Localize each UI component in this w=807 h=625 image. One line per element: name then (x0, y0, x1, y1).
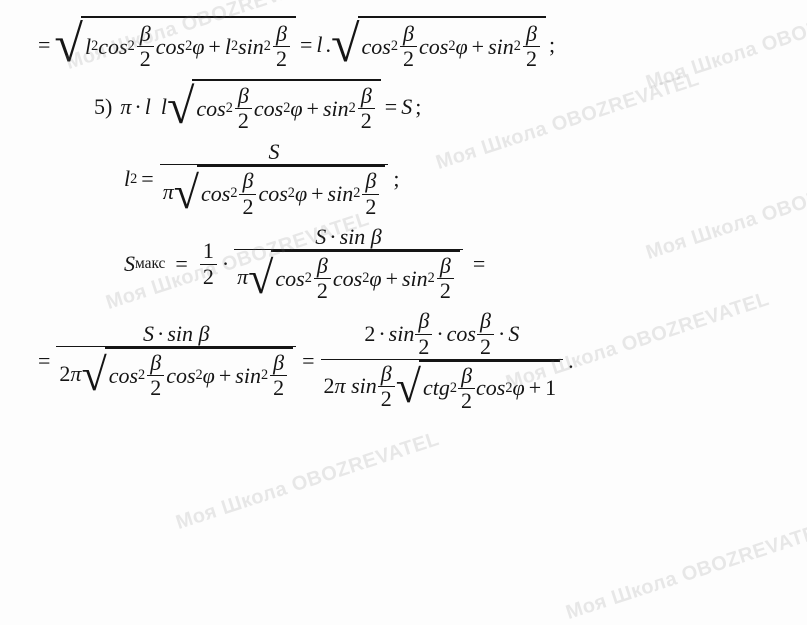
cos: cos (98, 35, 127, 59)
math-page: Моя Школа OBOZREVATEL Моя Школа OBOZREVA… (0, 0, 807, 587)
S: S (401, 95, 412, 119)
equation-line-5: = S · sin β 2π √ cos2 β2 cos2 φ + (34, 309, 787, 413)
watermark: Моя Школа OBOZREVATEL (563, 518, 807, 625)
sqrt: √ l2 cos2 β2 cos2 φ + l2 sin2 β2 (54, 16, 296, 73)
frac-beta2: β2 (137, 22, 154, 71)
watermark: Моя Школа OBOZREVATEL (173, 428, 442, 535)
item-label-5: 5) (94, 95, 112, 119)
Smaks: S (124, 252, 135, 276)
equation-line-1: = √ l2 cos2 β2 cos2 φ + l2 sin2 β2 = l. (34, 16, 787, 73)
pi: π (120, 95, 131, 119)
equals: = (38, 33, 50, 57)
big-frac: S π √ cos2 β2 cos2 φ + sin2 β2 (160, 140, 389, 219)
equation-line-4: Sмакс = 12 · S · sin β π √ cos2 β2 cos2 (34, 225, 787, 304)
equation-line-2: 5) π · l l √ cos2 β2 cos2 φ + sin2 β2 = … (34, 79, 787, 134)
equation-line-3: l2 = S π √ cos2 β2 cos2 φ + sin2 β2 (34, 140, 787, 219)
sin: sin (238, 35, 264, 59)
phi: φ (192, 35, 204, 59)
cos: cos (156, 35, 185, 59)
l: l (316, 33, 322, 57)
